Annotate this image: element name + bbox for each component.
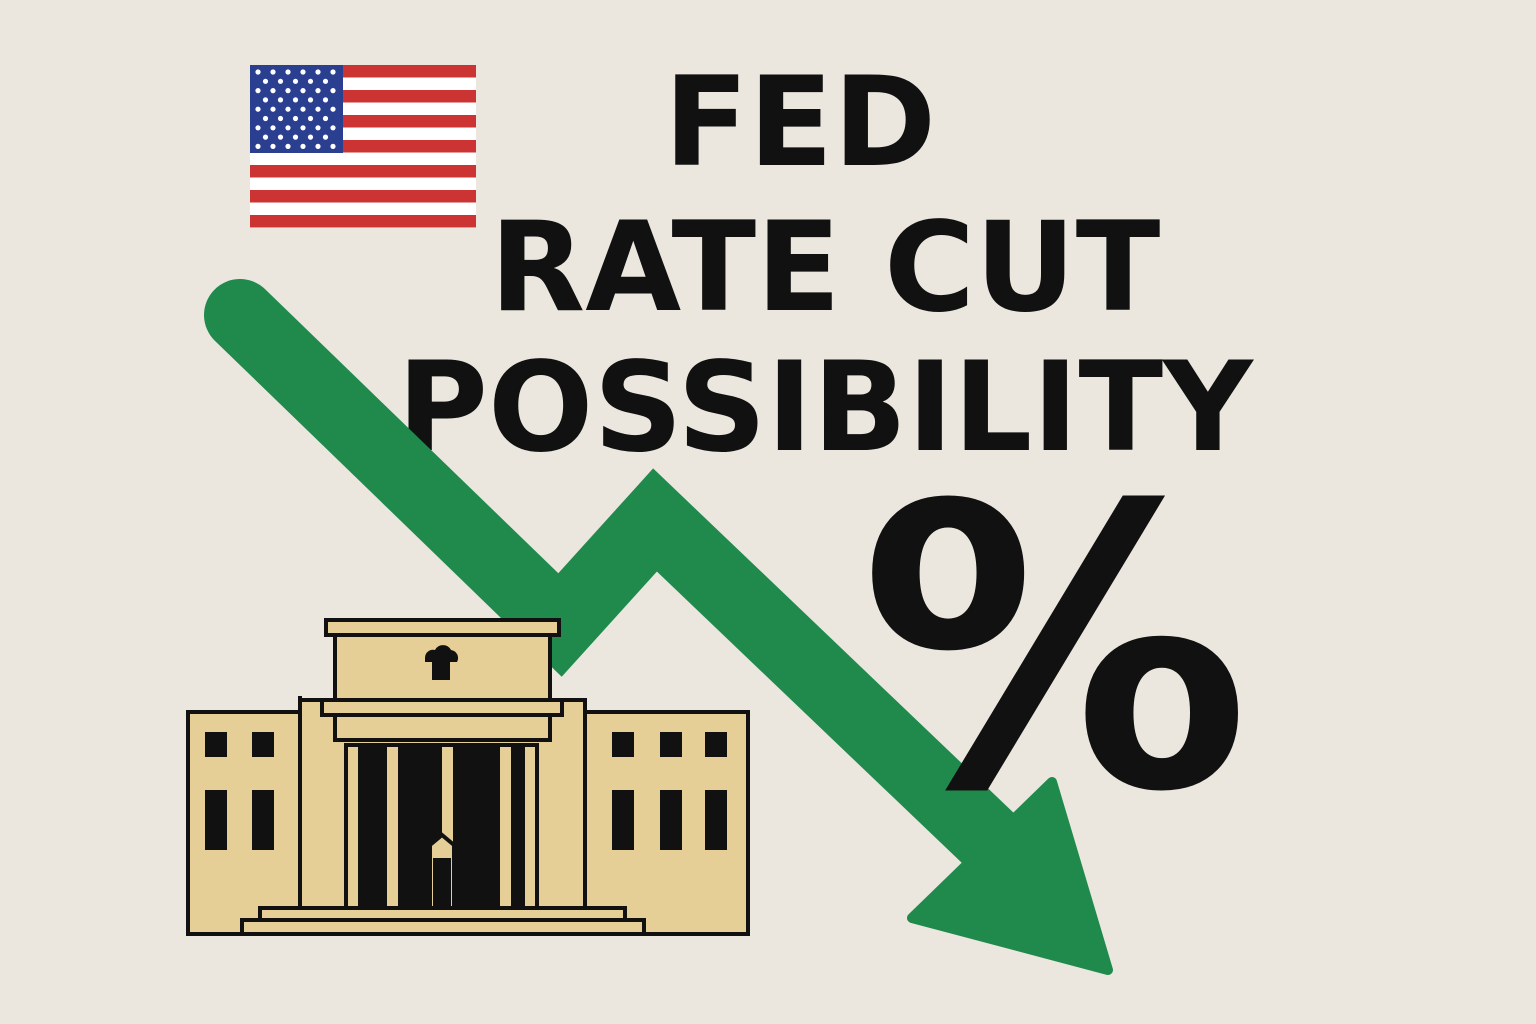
flag-star [315,88,321,94]
flag-star [285,88,291,94]
flag-star [300,106,306,112]
flag-star [285,106,291,112]
flag-star [270,69,276,75]
flag-star [330,125,336,131]
flag-star [300,125,306,131]
flag-star [330,106,336,112]
flag-star [255,125,261,131]
flag-star [322,115,329,122]
flag-star [307,78,314,84]
flag-star [292,78,299,84]
flag-star [277,97,284,103]
title-line: FED [664,51,936,195]
flag-star [292,134,299,140]
flag-star [285,143,291,149]
flag-star [262,115,269,122]
flag-star [270,106,276,112]
flag-star [307,134,314,140]
flag-star [262,134,269,140]
flag-star [255,88,261,94]
flag-star [270,125,276,131]
flag-star [300,69,306,75]
flag-star [262,78,269,84]
flag-star [300,143,306,149]
flag-star [262,97,269,103]
flag-star [322,78,329,84]
flag-star [322,134,329,140]
us-flag [250,65,476,228]
flag-star [292,97,299,103]
flag-star [322,97,329,103]
flag-star [307,115,314,122]
flag-star [277,78,284,84]
flag-star [315,143,321,149]
title-line: POSSIBILITY [397,336,1254,480]
flag-star [285,125,291,131]
flag-star [307,97,314,103]
flag-star [255,106,261,112]
percent-symbol: % [860,423,1251,877]
flag-star [277,115,284,122]
flag-star [315,125,321,131]
down-arrow [204,279,1113,975]
federal-reserve-building [186,618,750,936]
flag-star [315,69,321,75]
flag-star [330,88,336,94]
flag-star [285,69,291,75]
flag-star [292,115,299,122]
flag-star [277,134,284,140]
flag-star [300,88,306,94]
title-line: RATE CUT [490,196,1161,340]
flag-star [330,69,336,75]
flag-star [255,143,261,149]
flag-star [270,88,276,94]
flag-star [330,143,336,149]
flag-star [315,106,321,112]
flag-star [270,143,276,149]
flag-star [255,69,261,75]
